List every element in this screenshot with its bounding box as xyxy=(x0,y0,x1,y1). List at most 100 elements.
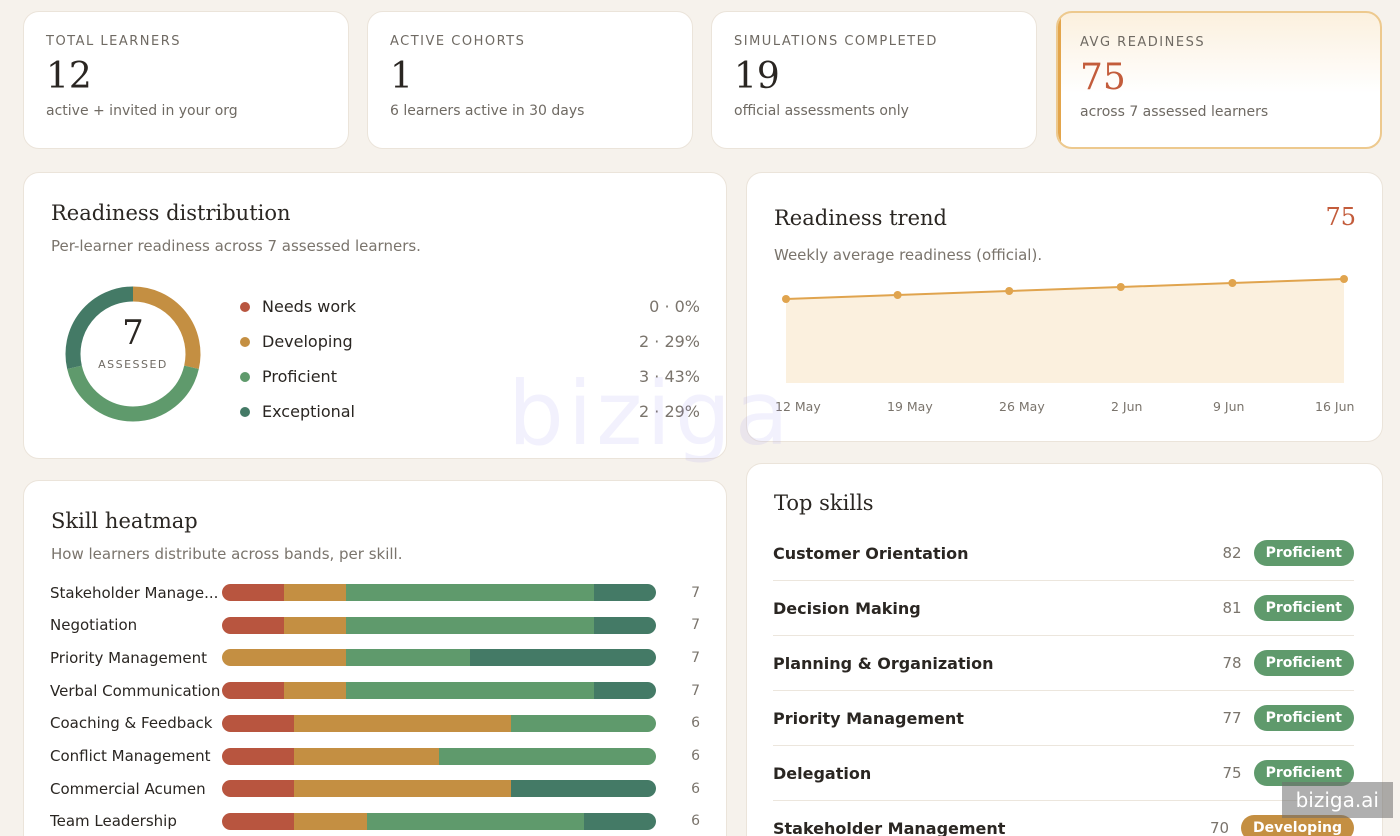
donut-center-label: ASSESSED xyxy=(98,358,168,371)
heatmap-row: Conflict Management 6 xyxy=(50,740,700,773)
trend-area xyxy=(786,279,1344,383)
trend-x-label: 26 May xyxy=(999,399,1045,414)
legend-item: Needs work 0 · 0% xyxy=(240,289,700,324)
heatmap-segment xyxy=(294,780,512,798)
heatmap-row: Priority Management 7 xyxy=(50,641,700,674)
heatmap-segment xyxy=(222,584,284,601)
top-skill-row: Decision Making 81 Proficient xyxy=(773,581,1354,636)
trend-x-label: 16 Jun xyxy=(1315,399,1355,414)
legend-dot xyxy=(240,336,250,347)
heatmap-segment xyxy=(594,584,656,601)
skill-name: Customer Orientation xyxy=(773,543,969,563)
heatmap-segment xyxy=(594,616,656,634)
heatmap-segment xyxy=(284,584,346,601)
legend-name: Proficient xyxy=(262,367,337,386)
stat-card-active-cohorts: ACTIVE COHORTS 1 6 learners active in 30… xyxy=(367,11,693,149)
stat-sub: 6 learners active in 30 days xyxy=(390,102,585,119)
stat-value: 12 xyxy=(46,56,92,97)
top-skill-row: Stakeholder Management 70 Developing xyxy=(773,801,1354,836)
trend-x-label: 19 May xyxy=(887,399,933,414)
legend-value: 0 · 0% xyxy=(649,297,700,316)
heatmap-segment xyxy=(594,682,656,700)
legend-dot xyxy=(240,301,250,312)
heatmap-segment xyxy=(294,747,439,765)
trend-point xyxy=(782,295,790,303)
legend-item: Exceptional 2 · 29% xyxy=(240,394,700,429)
card-subtitle: How learners distribute across bands, pe… xyxy=(51,545,403,563)
legend-dot xyxy=(240,371,250,382)
donut-center-value: 7 xyxy=(122,313,144,353)
heatmap-count: 6 xyxy=(691,748,700,764)
stat-card-total-learners: TOTAL LEARNERS 12 active + invited in yo… xyxy=(23,11,349,149)
heatmap-row: Stakeholder Manage... 7 xyxy=(50,576,700,609)
trend-x-label: 9 Jun xyxy=(1213,399,1245,414)
skill-band-badge: Proficient xyxy=(1253,595,1354,621)
skill-score: 82 xyxy=(1222,544,1242,562)
top-skill-row: Customer Orientation 82 Proficient xyxy=(773,526,1354,581)
heatmap-segment xyxy=(284,682,346,700)
heatmap-segment xyxy=(222,780,295,798)
stat-label: ACTIVE COHORTS xyxy=(390,34,526,49)
skill-name: Delegation xyxy=(773,763,872,783)
trend-point xyxy=(1228,279,1237,287)
skill-band-badge: Proficient xyxy=(1253,540,1354,566)
heatmap-bar xyxy=(222,714,656,732)
top-skill-row: Delegation 75 Proficient xyxy=(773,746,1354,801)
trend-point xyxy=(893,291,902,299)
skill-band-badge: Proficient xyxy=(1253,705,1354,731)
card-title: Readiness trend xyxy=(774,206,947,230)
heatmap-segment xyxy=(366,812,584,830)
donut-slice xyxy=(67,365,199,422)
heatmap-skill-name: Team Leadership xyxy=(50,812,177,831)
legend-name: Exceptional xyxy=(262,402,355,421)
card-title: Top skills xyxy=(774,491,874,515)
trend-chart xyxy=(782,275,1348,383)
trend-point xyxy=(1116,283,1125,291)
heatmap-row: Verbal Communication 7 xyxy=(50,674,700,707)
legend-value: 2 · 29% xyxy=(639,402,700,421)
skill-band-badge: Proficient xyxy=(1253,760,1354,786)
heatmap-segment xyxy=(222,616,284,634)
skill-name: Decision Making xyxy=(773,598,921,618)
trend-x-label: 12 May xyxy=(775,399,821,414)
heatmap-segment xyxy=(583,812,656,830)
trend-line xyxy=(785,278,1345,300)
heatmap-count: 7 xyxy=(691,649,700,666)
skill-name: Priority Management xyxy=(773,708,964,728)
stat-card-avg-readiness: AVG READINESS 75 across 7 assessed learn… xyxy=(1056,11,1382,149)
legend-dot xyxy=(240,406,250,417)
donut-center: 7 ASSESSED xyxy=(60,316,206,371)
heatmap-segment xyxy=(346,649,470,667)
heatmap-count: 7 xyxy=(691,682,700,699)
heatmap-segment xyxy=(222,812,295,830)
card-title: Skill heatmap xyxy=(51,509,198,533)
skill-band-badge: Developing xyxy=(1241,815,1354,836)
heatmap-segment xyxy=(346,584,594,601)
trend-x-label: 2 Jun xyxy=(1111,399,1143,414)
heatmap-count: 7 xyxy=(691,617,700,634)
heatmap-segment xyxy=(346,616,594,634)
heatmap-bar xyxy=(222,584,656,601)
heatmap-segment xyxy=(222,649,346,667)
heatmap-count: 6 xyxy=(691,780,700,797)
heatmap-segment xyxy=(222,714,295,732)
heatmap-segment xyxy=(438,747,656,765)
top-skills-card: Top skills Customer Orientation 82 Profici… xyxy=(746,463,1383,836)
donut-chart xyxy=(65,286,201,422)
heatmap-row: Commercial Acumen 6 xyxy=(50,772,700,805)
legend-name: Developing xyxy=(262,332,353,351)
stat-value: 19 xyxy=(734,56,780,97)
stat-sub: active + invited in your org xyxy=(46,102,238,119)
legend-item: Proficient 3 · 43% xyxy=(240,359,700,394)
card-title: Readiness distribution xyxy=(51,201,291,225)
stat-sub: official assessments only xyxy=(734,102,909,119)
heatmap-bar xyxy=(222,682,656,700)
heatmap-skill-name: Verbal Communication xyxy=(50,681,221,700)
heatmap-segment xyxy=(346,682,594,700)
stat-value: 75 xyxy=(1080,57,1126,98)
heatmap-count: 6 xyxy=(691,813,700,830)
heatmap-row: Negotiation 7 xyxy=(50,609,700,642)
heatmap-segment xyxy=(294,714,512,732)
top-skill-row: Priority Management 77 Proficient xyxy=(773,691,1354,746)
heatmap-skill-name: Commercial Acumen xyxy=(50,779,206,798)
